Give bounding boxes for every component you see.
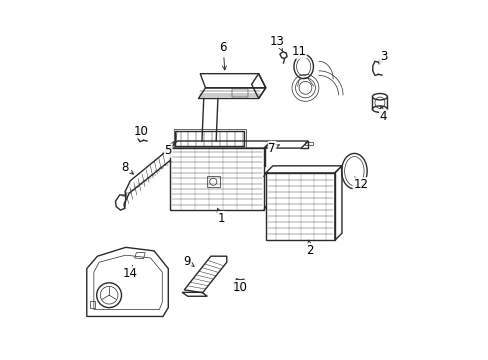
Text: 10: 10 xyxy=(133,125,148,138)
Text: 8: 8 xyxy=(121,161,133,174)
Text: 5: 5 xyxy=(164,141,174,157)
Text: 13: 13 xyxy=(269,35,285,51)
Text: 4: 4 xyxy=(379,106,386,123)
Text: 7: 7 xyxy=(268,141,279,154)
Text: 9: 9 xyxy=(183,255,194,268)
Text: 1: 1 xyxy=(217,208,225,225)
Text: 2: 2 xyxy=(305,240,313,257)
Text: 14: 14 xyxy=(122,266,137,280)
Text: 10: 10 xyxy=(232,280,247,293)
Text: 3: 3 xyxy=(378,50,386,64)
Text: 6: 6 xyxy=(219,41,226,70)
Text: 12: 12 xyxy=(352,177,367,191)
Text: 11: 11 xyxy=(291,45,305,58)
